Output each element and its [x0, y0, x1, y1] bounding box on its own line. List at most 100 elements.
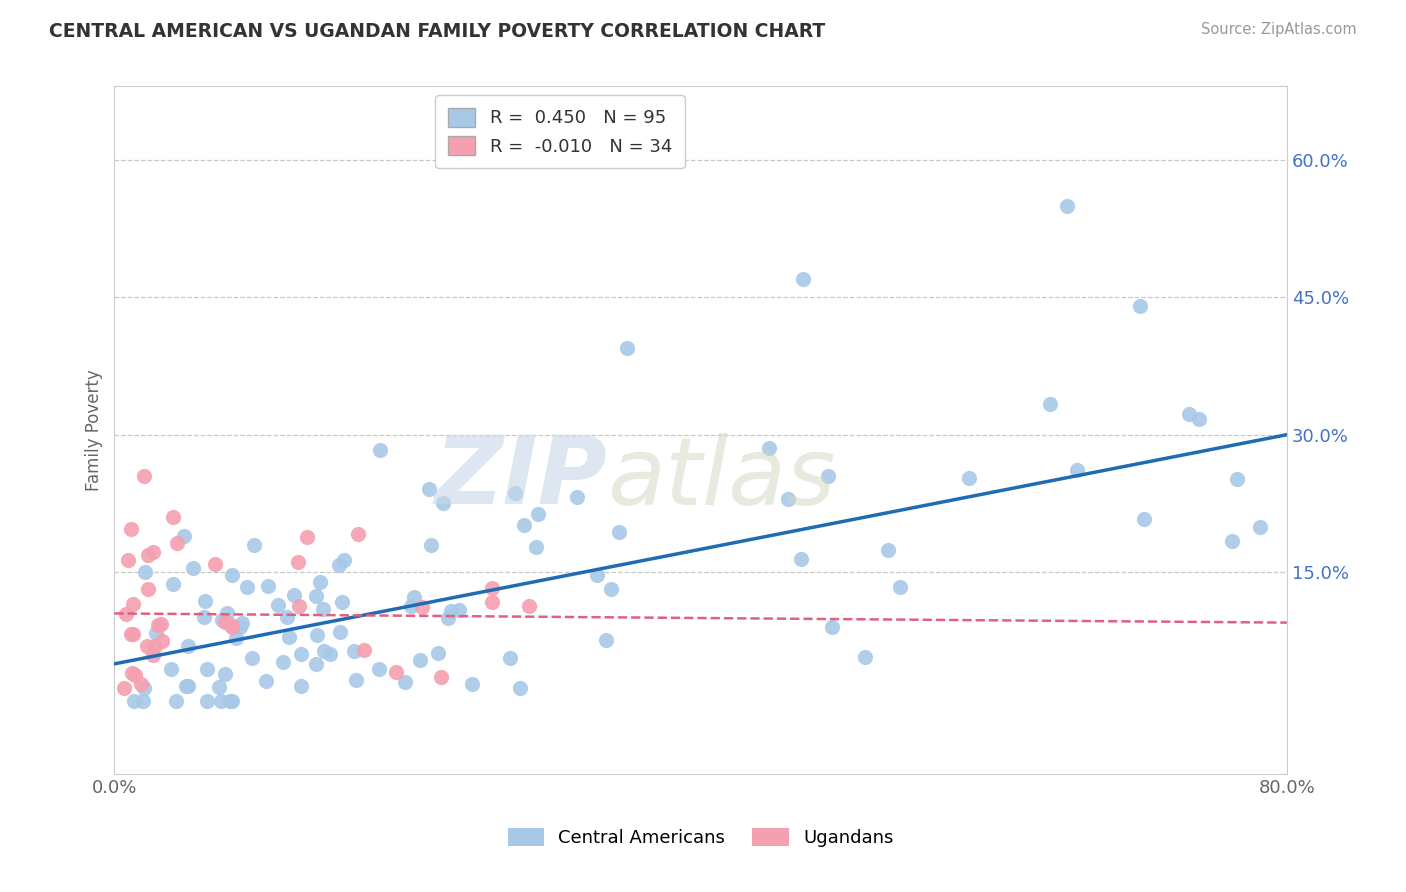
Point — [616, 341, 638, 355]
Point — [312, 601, 335, 615]
Point — [283, 588, 305, 602]
Point — [121, 666, 143, 681]
Point — [112, 681, 135, 696]
Point — [1056, 198, 1078, 212]
Point — [304, 589, 326, 603]
Point — [214, 615, 236, 630]
Point — [513, 518, 536, 533]
Point — [758, 442, 780, 456]
Point — [177, 639, 200, 653]
Point — [399, 599, 422, 613]
Point — [211, 613, 233, 627]
Point — [517, 599, 540, 614]
Point — [136, 639, 159, 653]
Point — [165, 693, 187, 707]
Point — [194, 594, 217, 608]
Point — [183, 560, 205, 574]
Point — [211, 693, 233, 707]
Point — [122, 693, 145, 707]
Point — [600, 582, 623, 597]
Point — [166, 535, 188, 549]
Point — [526, 507, 548, 521]
Point — [409, 653, 432, 667]
Point — [957, 471, 980, 485]
Point — [221, 620, 243, 634]
Point — [150, 617, 173, 632]
Point — [276, 610, 298, 624]
Point — [295, 530, 318, 544]
Legend: Central Americans, Ugandans: Central Americans, Ugandans — [501, 821, 901, 855]
Point — [131, 693, 153, 707]
Point — [145, 626, 167, 640]
Point — [132, 681, 155, 696]
Point — [195, 662, 218, 676]
Point — [394, 675, 416, 690]
Point — [132, 469, 155, 483]
Point — [430, 670, 453, 684]
Point — [440, 604, 463, 618]
Point — [332, 594, 354, 608]
Point — [254, 673, 277, 688]
Point — [114, 607, 136, 621]
Point — [221, 617, 243, 632]
Text: ZIP: ZIP — [434, 433, 607, 524]
Point — [368, 662, 391, 676]
Point — [240, 650, 263, 665]
Point — [778, 491, 800, 506]
Point — [790, 551, 813, 566]
Point — [329, 624, 352, 639]
Point — [404, 591, 426, 605]
Point — [257, 579, 280, 593]
Point — [150, 634, 173, 648]
Point — [607, 524, 630, 539]
Point — [231, 615, 253, 630]
Point — [368, 443, 391, 458]
Point — [143, 640, 166, 654]
Point — [499, 651, 522, 665]
Point — [122, 627, 145, 641]
Point — [173, 529, 195, 543]
Point — [1178, 407, 1201, 421]
Point — [344, 673, 367, 687]
Point — [177, 679, 200, 693]
Point — [309, 575, 332, 590]
Point — [1226, 472, 1249, 486]
Point — [411, 599, 433, 614]
Text: CENTRAL AMERICAN VS UGANDAN FAMILY POVERTY CORRELATION CHART: CENTRAL AMERICAN VS UGANDAN FAMILY POVER… — [49, 22, 825, 41]
Point — [243, 538, 266, 552]
Point — [174, 680, 197, 694]
Point — [567, 490, 589, 504]
Point — [120, 627, 142, 641]
Point — [385, 665, 408, 679]
Point — [162, 576, 184, 591]
Point — [225, 631, 247, 645]
Point — [449, 603, 471, 617]
Point — [148, 618, 170, 632]
Point — [817, 468, 839, 483]
Point — [218, 693, 240, 707]
Point — [136, 548, 159, 562]
Point — [319, 648, 342, 662]
Point — [1039, 397, 1062, 411]
Point — [418, 482, 440, 496]
Point — [481, 595, 503, 609]
Point — [228, 620, 250, 634]
Point — [129, 676, 152, 690]
Point — [193, 610, 215, 624]
Point — [117, 553, 139, 567]
Point — [1220, 533, 1243, 548]
Text: atlas: atlas — [607, 433, 835, 524]
Point — [312, 643, 335, 657]
Point — [305, 628, 328, 642]
Text: Source: ZipAtlas.com: Source: ZipAtlas.com — [1201, 22, 1357, 37]
Point — [426, 646, 449, 660]
Point — [1066, 463, 1088, 477]
Point — [122, 597, 145, 611]
Point — [290, 647, 312, 661]
Point — [214, 666, 236, 681]
Point — [853, 649, 876, 664]
Point — [461, 677, 484, 691]
Point — [792, 272, 814, 286]
Point — [1249, 520, 1271, 534]
Point — [235, 580, 257, 594]
